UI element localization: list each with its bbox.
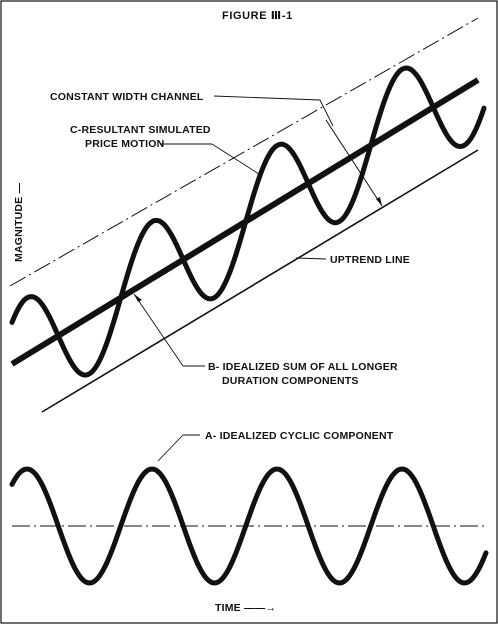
leader-sum-arrowhead	[134, 294, 142, 302]
x-axis-label: TIME ——→	[215, 602, 276, 614]
leader-cyclic	[157, 434, 184, 462]
label-resultant-line2: PRICE MOTION	[85, 138, 164, 150]
leader-sum	[133, 293, 184, 367]
channel-upper-dashdot-line	[9, 17, 479, 287]
channel-width-arrowhead	[376, 197, 382, 206]
resultant-price-motion-curve	[9, 65, 487, 378]
label-resultant-line1: C-RESULTANT SIMULATED	[70, 124, 211, 136]
leader-resultant	[211, 143, 263, 177]
y-axis-label: MAGNITUDE —	[13, 183, 25, 262]
label-sum-line1: B- IDEALIZED SUM OF ALL LONGER	[208, 361, 398, 373]
leader-constant-width-channel	[213, 95, 321, 101]
cyclic-component-curve	[9, 466, 489, 586]
figure-title: FIGURE Ⅲ-1	[222, 10, 293, 22]
leader-constant-width-channel-bend	[319, 99, 334, 127]
label-constant-width-channel: CONSTANT WIDTH CHANNEL	[50, 91, 204, 103]
channel-width-marker	[325, 119, 383, 207]
leader-uptrend	[295, 257, 327, 260]
label-cyclic-component: A- IDEALIZED CYCLIC COMPONENT	[205, 430, 394, 442]
label-sum-line2: DURATION COMPONENTS	[222, 375, 359, 387]
label-uptrend-line: UPTREND LINE	[330, 254, 410, 266]
uptrend-line	[41, 149, 479, 413]
